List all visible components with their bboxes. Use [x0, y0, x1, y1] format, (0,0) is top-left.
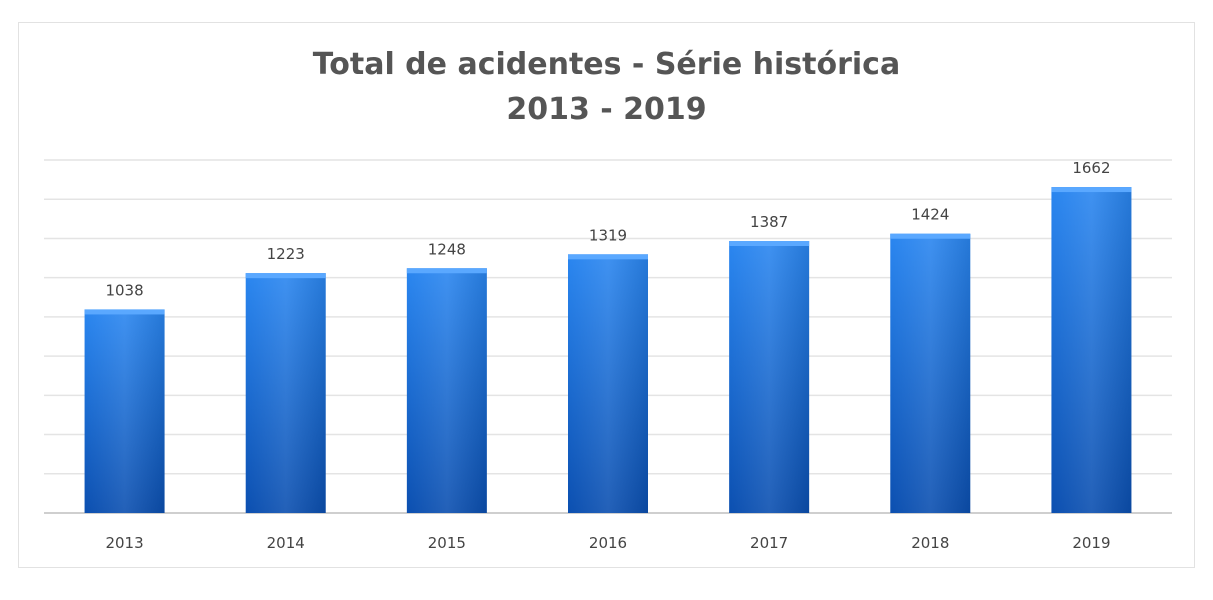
bar-cap-2016 — [568, 254, 648, 260]
bar-shade-2015 — [406, 268, 487, 513]
x-tick-label-2018: 2018 — [911, 534, 949, 552]
bars — [84, 187, 1132, 513]
bar-cap-2013 — [84, 309, 165, 315]
chart-subtitle: 2013 - 2019 — [506, 92, 707, 127]
x-axis-ticks: 2013 2014 2015 2016 2017 2018 2019 — [105, 534, 1110, 552]
bar-cap-2015 — [406, 268, 487, 274]
x-tick-label-2016: 2016 — [589, 534, 627, 552]
bar-shade-2017 — [729, 240, 810, 513]
data-label-2019: 1662 — [1072, 159, 1110, 177]
bar-shade-2019 — [1051, 187, 1132, 513]
bar-shade-2014 — [245, 273, 326, 513]
bar-cap-2014 — [245, 273, 326, 279]
data-label-2014: 1223 — [267, 245, 305, 263]
x-tick-label-2014: 2014 — [267, 534, 305, 552]
bar-shade-2016 — [568, 254, 648, 513]
bar-shade-2018 — [890, 233, 971, 513]
x-tick-label-2017: 2017 — [750, 534, 788, 552]
bar-shade-2013 — [84, 309, 165, 513]
x-tick-label-2015: 2015 — [428, 534, 466, 552]
data-label-2013: 1038 — [105, 281, 143, 299]
data-label-2015: 1248 — [428, 240, 466, 258]
data-label-2017: 1387 — [750, 213, 788, 231]
bar-cap-2017 — [729, 240, 810, 246]
x-tick-label-2013: 2013 — [105, 534, 143, 552]
bar-cap-2019 — [1051, 187, 1132, 193]
data-labels: 1038 1223 1248 1319 1387 1424 1662 — [105, 159, 1110, 299]
data-label-2016: 1319 — [589, 226, 627, 244]
data-label-2018: 1424 — [911, 206, 949, 224]
chart-title: Total de acidentes - Série histórica — [312, 47, 901, 82]
bar-cap-2018 — [890, 233, 971, 239]
x-tick-label-2019: 2019 — [1072, 534, 1110, 552]
